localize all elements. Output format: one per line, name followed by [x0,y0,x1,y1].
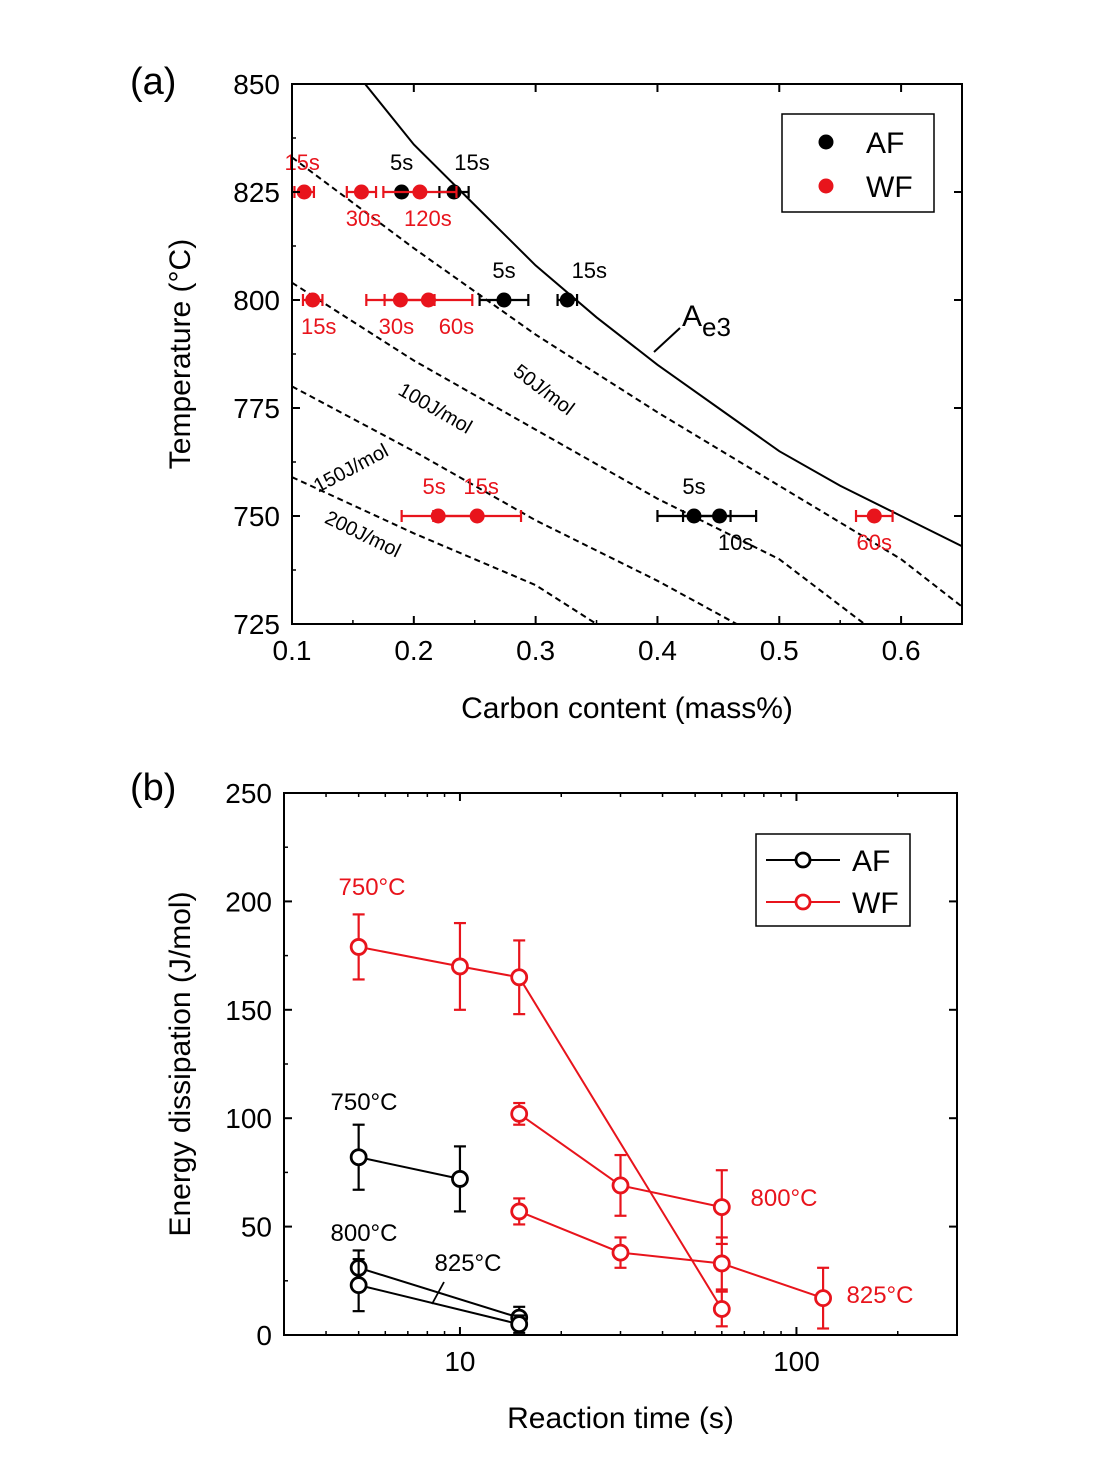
data-point-wf [611,1243,630,1262]
temperature-label: 750°C [331,1089,398,1116]
dissipation-line [292,156,962,608]
series-line-wf [518,1210,824,1300]
temperature-label: 750°C [339,874,406,901]
point-label: 5s [423,474,446,499]
panel-b: 750°C 750°C 800°C 825°C 800°C 825°C 10 100 0 50 10… [130,767,958,1435]
data-point-wf [814,1289,832,1308]
y-tick-label: 0 [256,1320,272,1351]
point-label: 120s [404,206,452,231]
y-tick-label: 775 [233,393,280,424]
legend-marker [818,178,834,194]
y-axis-label: Energy dissipation (J/mol) [164,891,197,1236]
y-tick-label: 150 [225,995,272,1026]
data-point-af [349,1276,368,1295]
dissipation-label: 50J/mol [509,360,578,420]
data-point-af [496,292,512,308]
x-axis-label: Reaction time (s) [507,1402,734,1435]
point-label: 30s [346,206,381,231]
data-point-wf [510,968,529,987]
data-point-wf [510,1104,529,1123]
x-tick-label: 10 [444,1346,475,1377]
legend-a [781,113,935,213]
data-point-wf [611,1176,630,1195]
y-tick-label: 100 [225,1103,272,1134]
data-point-wf [712,1198,731,1216]
point-label: 60s [439,314,474,339]
temperature-label: 800°C [751,1185,818,1212]
dissipation-line [292,385,738,624]
ae3-label: Ae3 [682,300,731,342]
temperature-label: 825°C [435,1250,502,1277]
data-point-af [510,1315,529,1334]
legend-marker [794,893,812,911]
point-label: 5s [492,258,515,283]
legend-label: AF [852,845,890,878]
data-point-wf [469,508,485,524]
panel-label-b: (b) [130,767,176,809]
legend-marker [794,851,812,869]
x-tick-label: 0.5 [760,635,799,666]
point-label: 15s [454,150,489,175]
y-tick-label: 800 [233,285,280,316]
data-point-af [712,508,728,524]
data-point-af [349,1148,368,1167]
legend-label: WF [866,171,913,204]
x-tick-label: 0.4 [638,635,677,666]
data-point-af [559,292,575,308]
data-point-wf [712,1300,731,1318]
annotation-leader [431,1281,445,1305]
data-point-wf [451,957,469,976]
point-label: 15s [284,150,319,175]
legend-label: AF [866,127,904,160]
x-tick-label: 0.1 [273,635,312,666]
legend-label: WF [852,887,899,920]
data-point-wf [412,184,428,200]
point-label: 10s [718,530,753,555]
x-tick-label: 100 [773,1346,820,1377]
data-point-wf [510,1202,529,1221]
point-label: 15s [463,474,498,499]
data-point-wf [305,292,321,308]
data-point-wf [296,184,312,200]
temperature-label: 800°C [331,1220,398,1247]
y-tick-label: 825 [233,177,280,208]
x-tick-label: 0.2 [394,635,433,666]
data-point-wf [353,184,369,200]
y-tick-label: 50 [241,1212,272,1243]
dissipation-label: 150J/mol [310,440,392,498]
data-point-wf [349,938,368,956]
point-label: 30s [379,314,414,339]
y-tick-label: 200 [225,886,272,917]
data-point-af [451,1170,469,1188]
x-tick-label: 0.6 [882,635,921,666]
temperature-label: 825°C [847,1282,914,1309]
data-point-wf [866,508,882,524]
y-tick-label: 725 [233,609,280,640]
y-tick-label: 850 [233,69,280,100]
point-label: 60s [857,530,892,555]
data-point-wf [712,1254,731,1273]
dissipation-line [292,281,866,624]
y-tick-label: 250 [225,778,272,809]
legend-b [755,833,911,927]
dissipation-label: 200J/mol [321,507,404,562]
point-label: 5s [390,150,413,175]
point-label: 5s [682,474,705,499]
point-label: 15s [572,258,607,283]
panel-label-a: (a) [130,61,176,103]
legend-marker [818,134,834,150]
dissipation-line [292,476,598,624]
data-point-wf [420,292,436,308]
y-axis-label: Temperature (°C) [164,239,197,469]
x-tick-label: 0.3 [516,635,555,666]
series-line-af [358,1284,520,1326]
y-tick-label: 750 [233,501,280,532]
series-line-af [358,1156,461,1180]
ae3-leader [653,327,681,353]
point-label: 15s [301,314,336,339]
series-line-wf [358,945,723,1310]
x-axis-label: Carbon content (mass%) [461,692,793,725]
